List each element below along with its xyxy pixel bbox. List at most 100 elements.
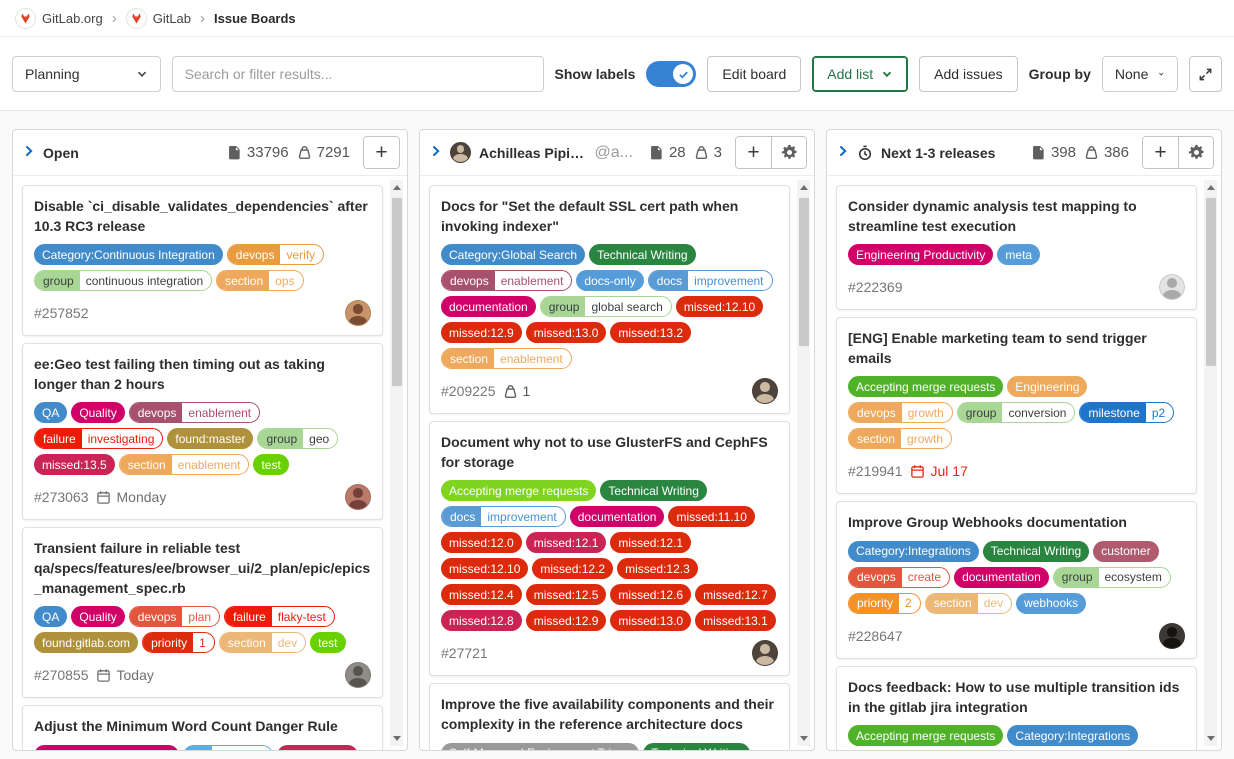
issue-label[interactable]: missed:13.1	[695, 610, 776, 632]
column-scrollbar[interactable]	[1204, 180, 1217, 746]
scrollbar-thumb[interactable]	[391, 198, 402, 386]
assignee-avatar[interactable]	[752, 640, 778, 667]
issue-label[interactable]: Category:Continuous Integration	[34, 244, 223, 266]
issue-label[interactable]: Accepting merge requests	[848, 376, 1004, 398]
issue-label-scoped[interactable]: section growth	[848, 428, 953, 450]
issue-label[interactable]: meta	[997, 244, 1041, 266]
issue-label[interactable]: Category:Global Search	[441, 244, 586, 266]
issue-label-scoped[interactable]: section dev	[218, 632, 307, 654]
add-issues-button[interactable]: Add issues	[919, 56, 1018, 92]
issue-label-scoped[interactable]: group geo	[257, 428, 339, 450]
issue-label-scoped[interactable]: docs improvement	[647, 270, 773, 292]
issue-label[interactable]: Technical Writing	[982, 540, 1090, 562]
issue-label[interactable]: Accepting merge requests	[441, 480, 597, 502]
issue-label[interactable]: missed:12.9	[525, 610, 607, 632]
issue-label-scoped[interactable]: section enablement	[441, 348, 572, 370]
issue-label-scoped[interactable]: devops create	[848, 566, 951, 588]
issue-label[interactable]: Self-Managed Environment Triage	[441, 742, 640, 750]
issue-label[interactable]: Engineering Productivity	[848, 244, 994, 266]
issue-label[interactable]: Engineering Productivity	[34, 744, 180, 750]
issue-label[interactable]: missed:12.9	[441, 322, 522, 344]
issue-label[interactable]: documentation	[954, 566, 1049, 588]
issue-label[interactable]: Category:Integrations	[1007, 725, 1139, 747]
issue-label[interactable]: documentation	[441, 296, 536, 318]
issue-label[interactable]: test	[253, 454, 289, 476]
issue-label[interactable]: missed:12.3	[617, 558, 698, 580]
show-labels-toggle[interactable]	[646, 61, 697, 87]
issue-title[interactable]: Adjust the Minimum Word Count Danger Rul…	[34, 718, 338, 735]
column-scrollbar[interactable]	[390, 180, 403, 746]
scroll-down-arrow[interactable]	[797, 732, 810, 746]
issue-label[interactable]: missed:12.2	[532, 558, 614, 580]
issue-label-scoped[interactable]: section dev	[924, 592, 1013, 614]
issue-label[interactable]: found:gitlab.com	[34, 632, 139, 654]
issue-card[interactable]: Docs for "Set the default SSL cert path …	[429, 185, 790, 415]
search-input[interactable]	[171, 56, 544, 92]
assignee-avatar[interactable]	[345, 484, 371, 511]
issue-label[interactable]: Engineering	[1007, 376, 1088, 398]
issue-label-scoped[interactable]: failure flaky-test	[224, 606, 335, 628]
issue-label[interactable]: missed:12.8	[441, 610, 522, 632]
assignee-avatar[interactable]	[752, 378, 778, 405]
collapse-column-button[interactable]	[430, 144, 442, 162]
issue-label-scoped[interactable]: epworkflow	[183, 744, 274, 750]
scrollbar-thumb[interactable]	[1205, 198, 1216, 366]
issue-label-scoped[interactable]: section ops	[216, 270, 304, 292]
edit-board-button[interactable]: Edit board	[707, 56, 802, 92]
issue-card[interactable]: Improve Group Webhooks documentation Cate…	[836, 501, 1197, 659]
assignee-avatar[interactable]	[1159, 274, 1185, 301]
add-issue-button[interactable]: +	[1143, 137, 1178, 168]
issue-label[interactable]: found:master	[167, 428, 254, 450]
issue-label[interactable]: missed:12.5	[525, 584, 607, 606]
issue-label-scoped[interactable]: priority 1	[142, 632, 215, 654]
fullscreen-button[interactable]	[1188, 56, 1222, 92]
issue-card[interactable]: Improve the five availability components…	[429, 683, 790, 750]
issue-label[interactable]: missed:13.2	[610, 322, 692, 344]
issue-label[interactable]: missed:12.1	[610, 532, 692, 554]
issue-title[interactable]: Consider dynamic analysis test mapping t…	[848, 198, 1137, 234]
assignee-avatar[interactable]	[345, 662, 371, 689]
issue-label[interactable]: missed:12.6	[610, 584, 692, 606]
issue-label[interactable]: Technical Writing	[643, 742, 750, 750]
scroll-down-arrow[interactable]	[1204, 732, 1217, 746]
issue-label-scoped[interactable]: milestone p2	[1079, 402, 1175, 424]
issue-label[interactable]: Technical Writing	[600, 480, 707, 502]
issue-title[interactable]: [ENG] Enable marketing team to send trig…	[848, 330, 1147, 366]
add-list-button[interactable]: Add list	[812, 56, 909, 92]
issue-card[interactable]: Transient failure in reliable test qa/sp…	[22, 527, 383, 699]
issue-label[interactable]: missed:12.0	[441, 532, 522, 554]
issue-title[interactable]: Document why not to use GlusterFS and Ce…	[441, 434, 768, 470]
issue-label-scoped[interactable]: group ecosystem	[1052, 566, 1171, 588]
issue-label[interactable]: missed:12.10	[441, 558, 529, 580]
scroll-up-arrow[interactable]	[797, 180, 810, 194]
issue-label-scoped[interactable]: devops growth	[848, 402, 953, 424]
group-by-select[interactable]: None	[1101, 56, 1178, 92]
scroll-up-arrow[interactable]	[1204, 180, 1217, 194]
scroll-up-arrow[interactable]	[390, 180, 403, 194]
issue-label[interactable]: QA	[34, 606, 68, 628]
column-assignee-avatar[interactable]	[450, 142, 471, 163]
issue-title[interactable]: Transient failure in reliable test qa/sp…	[34, 540, 371, 596]
issue-label[interactable]: test	[310, 632, 346, 654]
assignee-avatar[interactable]	[1159, 622, 1185, 649]
issue-label[interactable]: customer	[1093, 540, 1159, 562]
issue-title[interactable]: Improve Group Webhooks documentation	[848, 514, 1127, 531]
issue-card[interactable]: Adjust the Minimum Word Count Danger Rul…	[22, 705, 383, 750]
column-scrollbar[interactable]	[797, 180, 810, 746]
scroll-down-arrow[interactable]	[390, 732, 403, 746]
issue-title[interactable]: ee:Geo test failing then timing out as t…	[34, 356, 325, 392]
issue-title[interactable]: Docs for "Set the default SSL cert path …	[441, 198, 739, 234]
list-settings-button[interactable]	[771, 137, 806, 168]
issue-label-scoped[interactable]: group conversion	[956, 402, 1076, 424]
issue-label-scoped[interactable]: devops enablement	[441, 270, 573, 292]
issue-title[interactable]: Disable `ci_disable_validates_dependenci…	[34, 198, 368, 234]
issue-label[interactable]: missed:12.7	[695, 584, 776, 606]
issue-label[interactable]: missed:12.4	[441, 584, 522, 606]
issue-card[interactable]: Docs feedback: How to use multiple trans…	[836, 665, 1197, 750]
issue-card[interactable]: Consider dynamic analysis test mapping t…	[836, 185, 1197, 311]
issue-card[interactable]: [ENG] Enable marketing team to send trig…	[836, 317, 1197, 495]
collapse-column-button[interactable]	[837, 144, 849, 162]
board-select[interactable]: Planning	[12, 56, 161, 92]
issue-label-scoped[interactable]: devops plan	[128, 606, 221, 628]
issue-label[interactable]: Technical Writing	[589, 244, 696, 266]
